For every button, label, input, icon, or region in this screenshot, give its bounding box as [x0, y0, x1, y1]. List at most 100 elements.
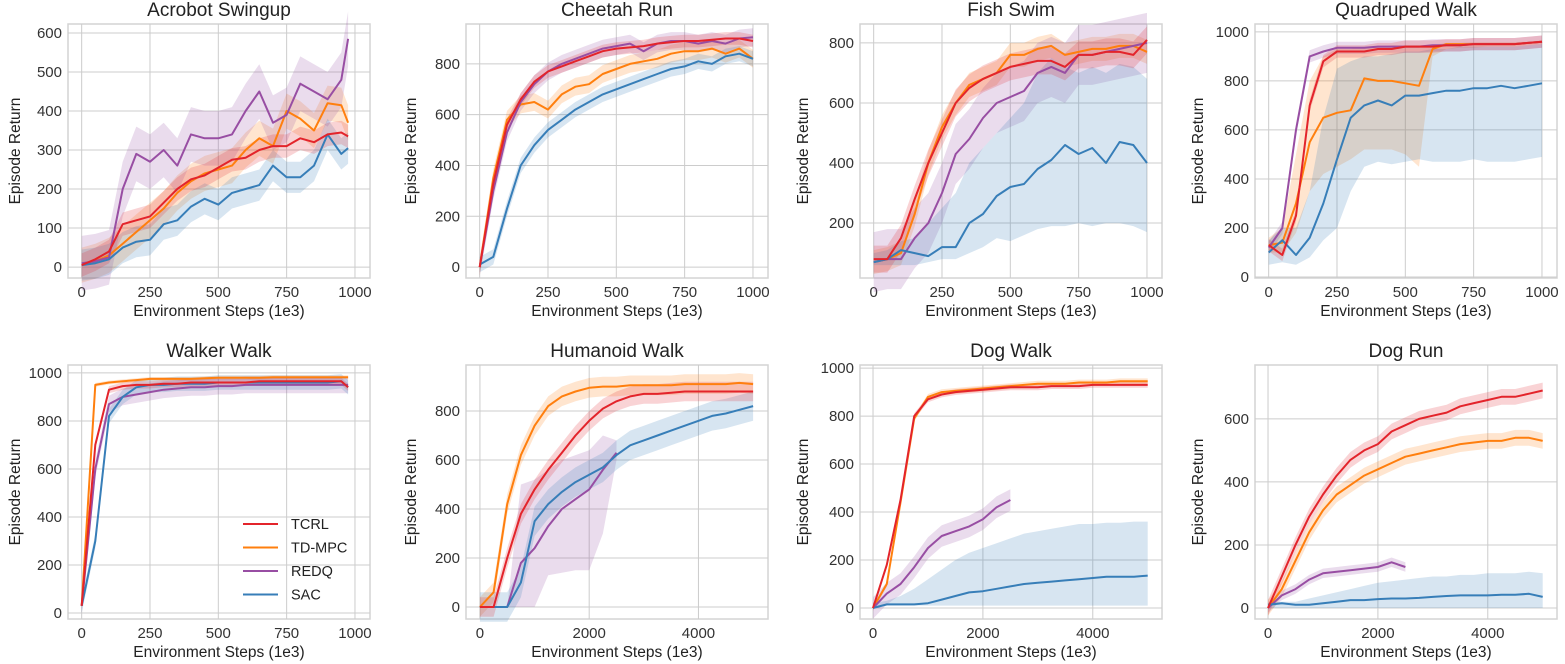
- y-tick-label: 600: [37, 461, 62, 478]
- y-tick-label: 0: [452, 259, 460, 276]
- y-tick-label: 600: [1224, 411, 1249, 428]
- y-tick-label: 600: [829, 456, 854, 473]
- band-redq: [873, 12, 1147, 293]
- y-tick-label: 800: [829, 408, 854, 425]
- subplot-quadruped-walk: 0 250 500 750 1000 0 200 400 600 800 1000 Quadruped…: [1190, 0, 1559, 320]
- y-axis-label: Episode Return: [795, 439, 812, 546]
- plot-area: [67, 364, 371, 620]
- y-tick-label: 600: [829, 95, 854, 112]
- x-tick-label: 0: [475, 284, 483, 301]
- x-tick-label: 2000: [1361, 625, 1394, 642]
- line-redq: [1267, 561, 1406, 609]
- x-axis-label: Environment Steps (1e3): [925, 303, 1096, 320]
- y-axis-label: Episode Return: [403, 439, 420, 546]
- x-tick-label: 250: [1324, 284, 1349, 301]
- band-redq: [873, 489, 1011, 619]
- line-td-mpc: [478, 47, 754, 268]
- y-tick-label: 0: [54, 259, 62, 276]
- line-td-mpc: [479, 381, 754, 608]
- x-axis-label: Environment Steps (1e3): [925, 644, 1096, 661]
- x-tick-label: 1000: [1525, 284, 1558, 301]
- y-tick-label: 1000: [821, 360, 854, 377]
- line-td-mpc: [873, 44, 1148, 264]
- y-axis-label: Episode Return: [1190, 98, 1207, 205]
- subplot-title: Quadruped Walk: [1335, 0, 1477, 21]
- line-sac: [1267, 592, 1543, 606]
- y-tick-label: 200: [435, 550, 460, 567]
- x-tick-label: 1000: [1130, 284, 1163, 301]
- line-sac: [479, 405, 754, 608]
- x-tick-label: 4000: [1076, 625, 1109, 642]
- band-tcrl: [81, 120, 349, 277]
- y-axis-label: Episode Return: [1190, 439, 1207, 546]
- y-tick-label: 800: [829, 35, 854, 52]
- subplot-dog-walk: 0 2000 4000 0 200 400 600 800 1000 Dog Walk Enviro…: [795, 341, 1163, 661]
- x-tick-label: 1000: [338, 625, 371, 642]
- y-tick-label: 400: [37, 103, 62, 120]
- y-tick-label: 800: [435, 56, 460, 73]
- y-tick-label: 400: [829, 504, 854, 521]
- subplot-title: Fish Swim: [967, 0, 1055, 21]
- x-tick-label: 500: [206, 625, 231, 642]
- band-td-mpc: [81, 85, 349, 283]
- y-tick-label: 1000: [29, 365, 62, 382]
- band-sac: [479, 391, 754, 622]
- line-td-mpc: [1267, 436, 1543, 609]
- y-tick-label: 500: [37, 64, 62, 81]
- x-tick-label: 0: [77, 625, 85, 642]
- x-tick-label: 250: [137, 625, 162, 642]
- y-axis-label: Episode Return: [795, 98, 812, 205]
- subplot-fish-swim: 0 250 500 750 1000 200 400 600 800 Fish Swim Envir…: [795, 0, 1164, 320]
- y-tick-label: 200: [1224, 537, 1249, 554]
- subplot-acrobot-swingup: 0 250 500 750 1000 0 100 200 300 400 500 600 Acrobot…: [7, 0, 372, 320]
- line-sac: [81, 133, 349, 267]
- y-tick-label: 0: [1241, 269, 1249, 286]
- x-axis-label: Environment Steps (1e3): [1320, 644, 1491, 661]
- x-axis-label: Environment Steps (1e3): [531, 303, 702, 320]
- line-redq: [872, 499, 1011, 609]
- x-tick-label: 750: [1461, 284, 1486, 301]
- line-tcrl: [872, 383, 1148, 609]
- y-tick-label: 400: [829, 155, 854, 172]
- subplot-title: Walker Walk: [166, 341, 272, 362]
- band-sac: [479, 46, 753, 273]
- x-axis-label: Environment Steps (1e3): [1320, 303, 1491, 320]
- y-tick-label: 100: [37, 220, 62, 237]
- x-tick-label: 1000: [736, 284, 769, 301]
- subplot-title: Dog Walk: [970, 341, 1052, 362]
- y-tick-label: 400: [1224, 474, 1249, 491]
- line-redq: [80, 383, 349, 606]
- subplot-cheetah-run: 0 250 500 750 1000 0 200 400 600 800 Cheetah Run En…: [403, 0, 770, 320]
- line-tcrl: [478, 37, 754, 268]
- x-tick-label: 750: [274, 625, 299, 642]
- line-tcrl: [1267, 389, 1543, 609]
- y-tick-label: 0: [846, 600, 854, 617]
- x-tick-label: 750: [274, 284, 299, 301]
- y-tick-label: 200: [435, 208, 460, 225]
- x-tick-label: 0: [869, 625, 877, 642]
- legend: TCRL TD-MPC REDQ SAC: [243, 517, 347, 604]
- x-tick-label: 750: [1066, 284, 1091, 301]
- x-tick-label: 250: [535, 284, 560, 301]
- x-tick-label: 250: [929, 284, 954, 301]
- band-sac: [1268, 44, 1542, 265]
- subplot-title: Cheetah Run: [561, 0, 673, 21]
- line-td-mpc: [80, 376, 349, 606]
- band-redq: [1268, 557, 1406, 613]
- line-td-mpc: [81, 102, 350, 267]
- x-tick-label: 4000: [682, 625, 715, 642]
- subplot-title: Dog Run: [1369, 341, 1444, 362]
- x-axis-label: Environment Steps (1e3): [531, 644, 702, 661]
- line-tcrl: [1268, 40, 1543, 256]
- line-tcrl: [479, 390, 754, 608]
- x-tick-label: 500: [1393, 284, 1418, 301]
- legend-label: TD-MPC: [291, 541, 347, 557]
- legend-label: SAC: [291, 588, 321, 604]
- legend-label: REDQ: [291, 564, 333, 580]
- band-sac: [1268, 571, 1543, 608]
- subplot-dog-run: 0 2000 4000 0 200 400 600 Dog Run Environment St…: [1190, 341, 1558, 661]
- x-tick-label: 0: [1264, 625, 1272, 642]
- y-tick-label: 200: [37, 557, 62, 574]
- line-sac: [873, 141, 1148, 264]
- x-tick-label: 750: [672, 284, 697, 301]
